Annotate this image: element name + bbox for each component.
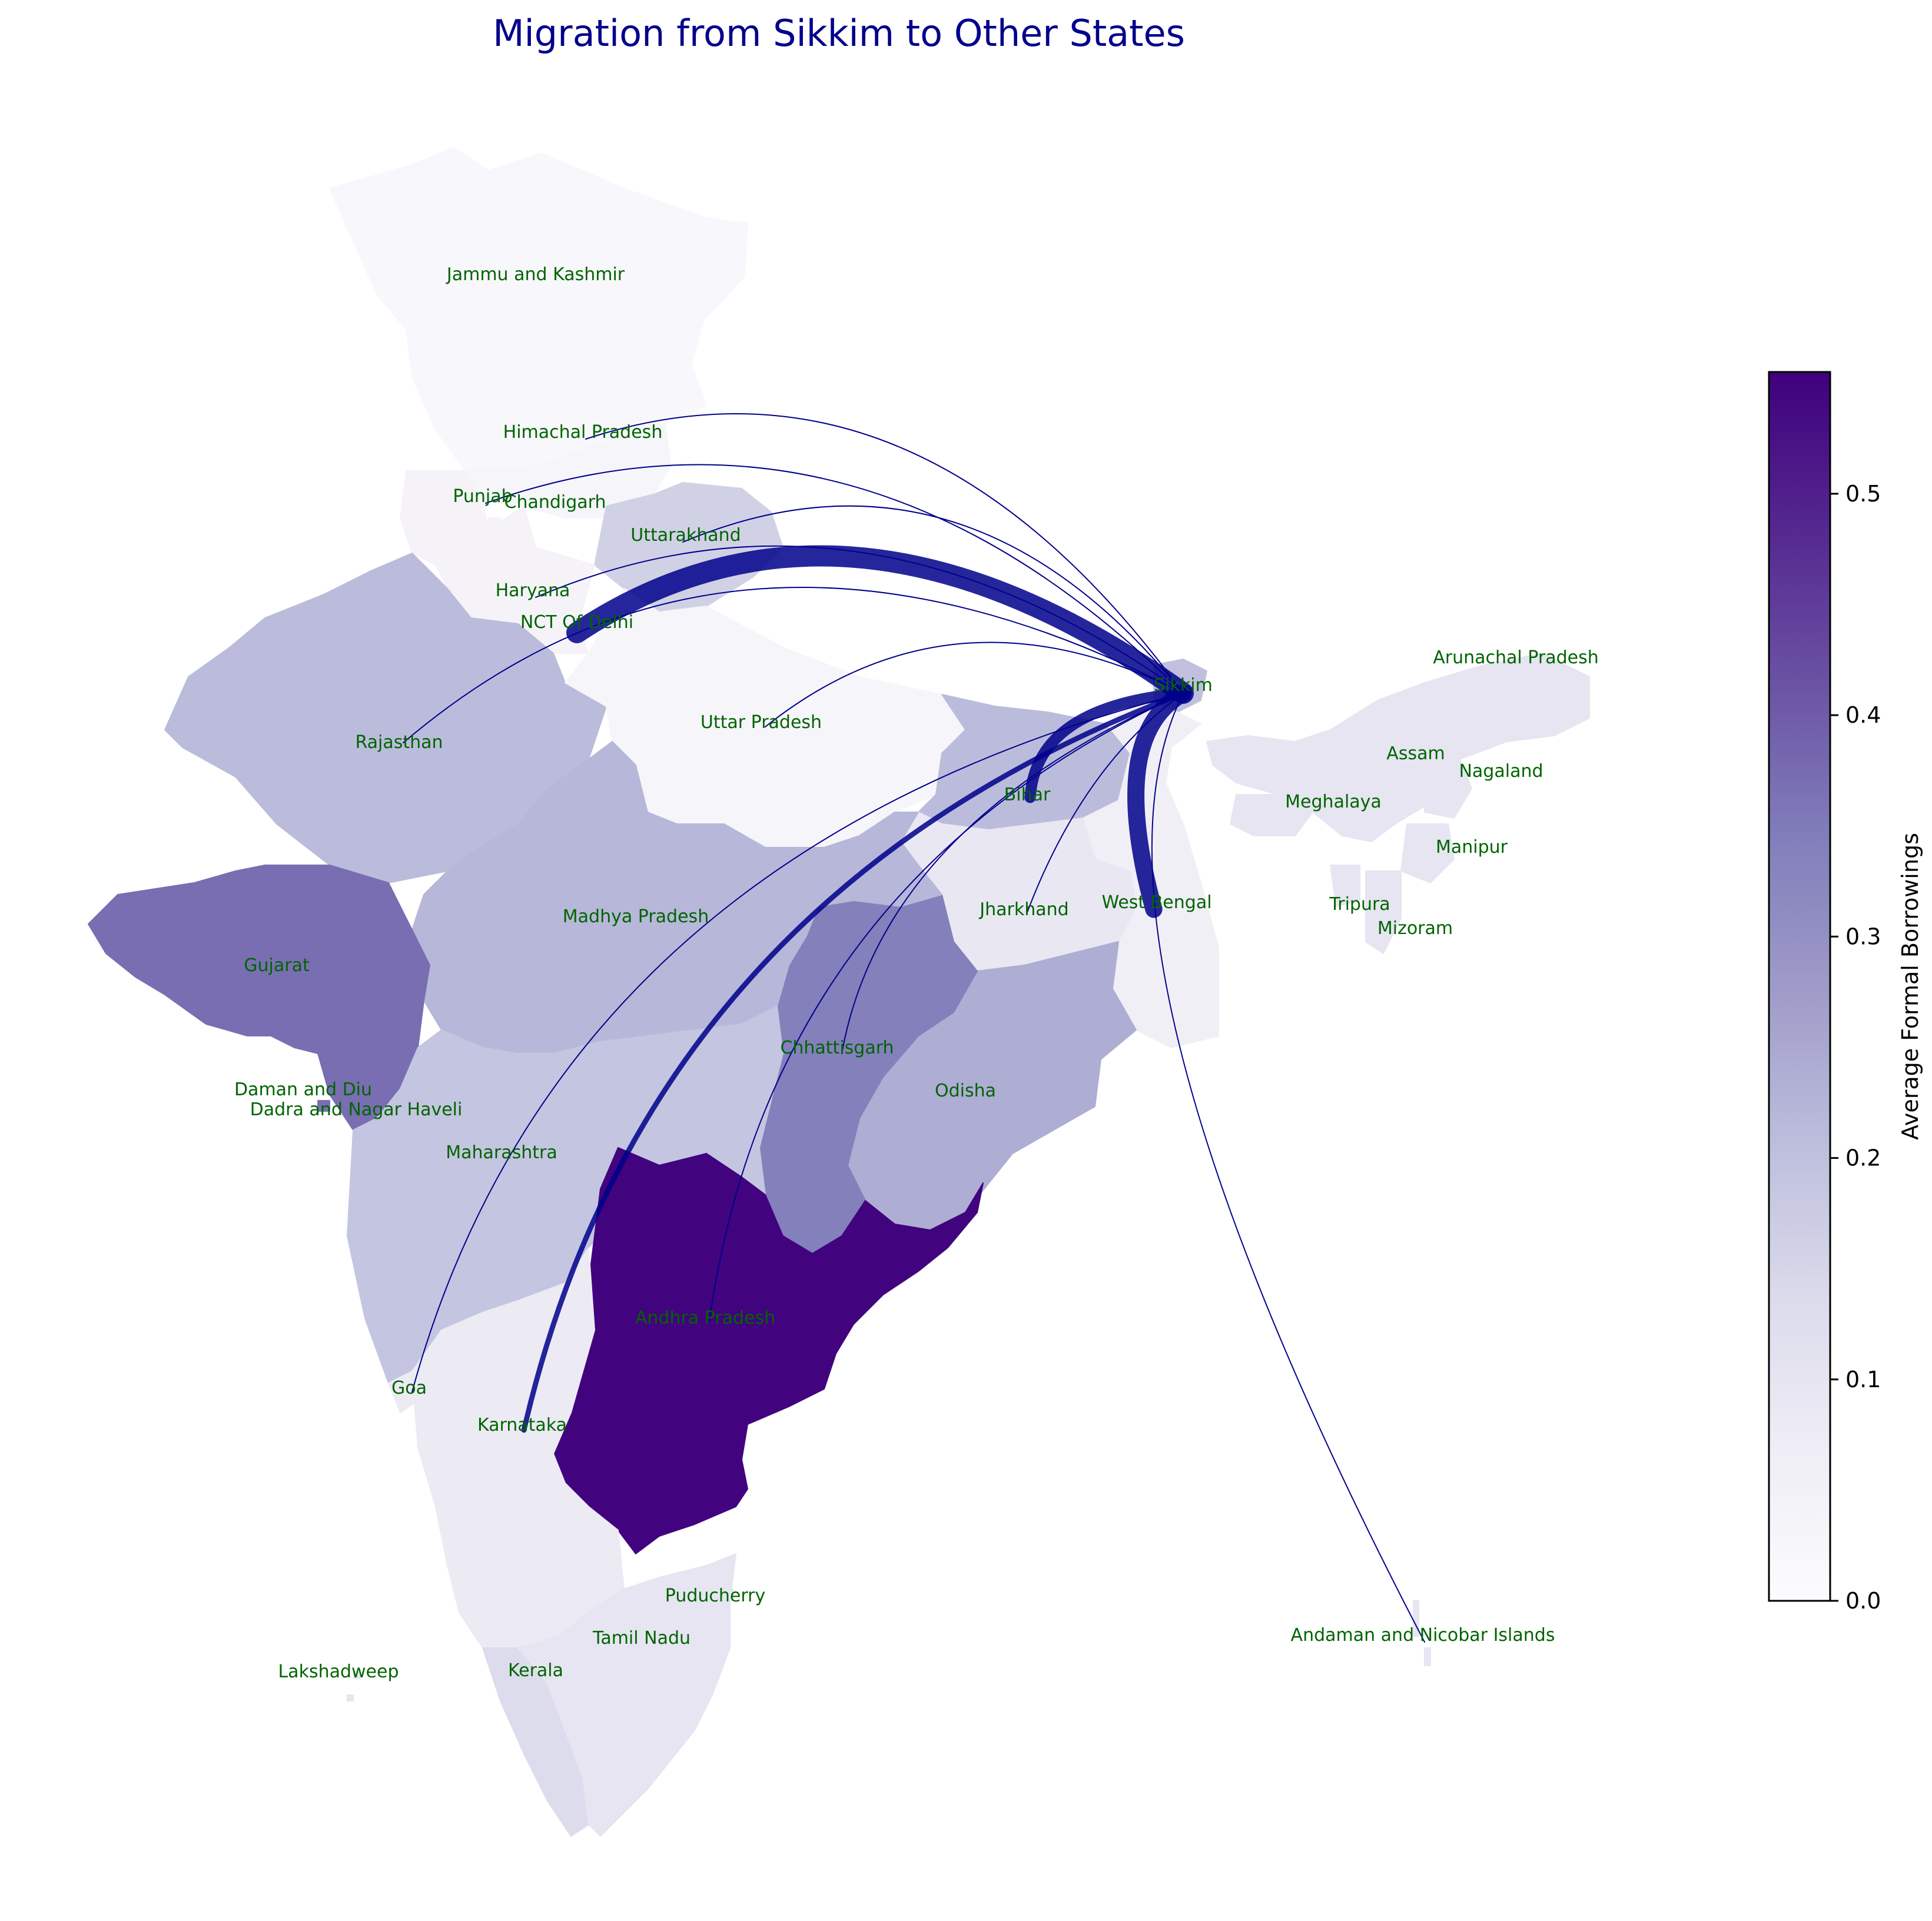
state-label-goa: Goa	[391, 1378, 427, 1398]
state-label-nagaland: Nagaland	[1459, 761, 1543, 782]
flow-line-uttar-pradesh	[765, 642, 1184, 727]
state-label-lakshadweep: Lakshadweep	[278, 1661, 399, 1682]
state-region-arunachal-pradesh	[1330, 653, 1590, 760]
state-label-karnataka: Karnataka	[477, 1415, 567, 1435]
state-label-haryana: Haryana	[496, 580, 570, 601]
state-region-mizoram	[1365, 870, 1402, 954]
colorbar: 0.0 0.1 0.2 0.3 0.4 0.5 Average Formal Borrow…	[1768, 371, 1923, 1614]
flow-line-andaman-and-nicobar-islands	[1151, 693, 1425, 1643]
migration-flows	[403, 413, 1425, 1643]
state-label-maharashtra: Maharashtra	[446, 1142, 557, 1163]
state-label-mizoram: Mizoram	[1377, 918, 1453, 939]
state-label-jharkhand: Jharkhand	[978, 899, 1068, 920]
state-region-puducherry	[721, 1588, 733, 1601]
flow-line-goa	[411, 693, 1184, 1392]
state-label-kerala: Kerala	[508, 1660, 563, 1681]
state-region-tripura	[1330, 865, 1360, 907]
colorbar-gradient	[1768, 371, 1831, 1602]
colorbar-label: Average Formal Borrowings	[1897, 833, 1923, 1140]
state-label-punjab: Punjab	[453, 486, 512, 507]
state-regions	[88, 147, 1590, 1837]
state-label-chhattisgarh: Chhattisgarh	[780, 1038, 894, 1058]
flow-line-jharkhand	[1027, 693, 1184, 913]
flow-line-karnataka	[521, 690, 1186, 1433]
state-label-chandigarh: Chandigarh	[504, 492, 606, 513]
flow-line-himachal-pradesh	[585, 413, 1184, 694]
flow-line-andhra-pradesh	[709, 693, 1184, 1322]
state-label-rajasthan: Rajasthan	[355, 732, 443, 753]
flow-line-chhattisgarh	[841, 693, 1184, 1054]
state-label-tamil-nadu: Tamil Nadu	[592, 1628, 691, 1649]
state-region-tamil-nadu	[517, 1553, 736, 1837]
flow-line-uttarakhand	[682, 505, 1184, 694]
state-region-assam	[1206, 729, 1460, 842]
state-label-arunachal-pradesh: Arunachal Pradesh	[1433, 647, 1598, 668]
flow-line-rajasthan	[403, 587, 1184, 743]
state-region-andaman-and-nicobar-islands	[1413, 1600, 1431, 1666]
state-region-lakshadweep	[347, 1671, 361, 1701]
state-label-himachal-pradesh: Himachal Pradesh	[503, 422, 663, 443]
state-label-uttarakhand: Uttarakhand	[630, 525, 741, 546]
state-label-tripura: Tripura	[1329, 894, 1390, 915]
state-label-andhra-pradesh: Andhra Pradesh	[635, 1308, 775, 1328]
colorbar-tick-label: 0.1	[1845, 1367, 1881, 1392]
flow-line-punjab	[485, 464, 1184, 694]
state-region-karnataka	[411, 1247, 625, 1649]
map-title: Migration from Sikkim to Other States	[493, 12, 1185, 55]
colorbar-ticks: 0.0 0.1 0.2 0.3 0.4 0.5	[1830, 481, 1881, 1614]
state-label-bihar: Bihar	[1004, 785, 1051, 805]
state-label-madhya-pradesh: Madhya Pradesh	[563, 906, 709, 927]
state-label-meghalaya: Meghalaya	[1285, 792, 1382, 812]
state-label-uttar-pradesh: Uttar Pradesh	[701, 712, 822, 733]
state-label-assam: Assam	[1386, 743, 1445, 764]
colorbar-tick-label: 0.4	[1845, 702, 1881, 728]
state-region-manipur	[1400, 823, 1455, 883]
state-label-odisha: Odisha	[935, 1081, 996, 1101]
state-label-gujarat: Gujarat	[244, 955, 310, 976]
state-label-dadra-and-nagar-haveli: Dadra and Nagar Haveli	[250, 1099, 463, 1120]
state-label-jammu-and-kashmir: Jammu and Kashmir	[446, 264, 625, 285]
colorbar-tick-label: 0.5	[1845, 481, 1881, 507]
colorbar-tick-label: 0.2	[1845, 1145, 1881, 1171]
flow-line-haryana	[535, 545, 1184, 694]
state-label-puducherry: Puducherry	[665, 1586, 766, 1606]
colorbar-tick-label: 0.3	[1845, 923, 1881, 949]
state-label-manipur: Manipur	[1436, 837, 1508, 858]
state-label-daman-and-diu: Daman and Diu	[234, 1079, 372, 1100]
state-label-nct-of-delhi: NCT Of Delhi	[520, 612, 633, 633]
state-region-daman-and-diu	[317, 1100, 330, 1112]
state-label-andaman-and-nicobar-islands: Andaman and Nicobar Islands	[1291, 1625, 1555, 1646]
state-label-west-bengal: West Bengal	[1101, 892, 1211, 913]
state-label-sikkim: Sikkim	[1154, 675, 1213, 696]
state-region-goa	[388, 1371, 419, 1413]
colorbar-tick-label: 0.0	[1845, 1588, 1881, 1614]
state-region-jammu-and-kashmir	[329, 147, 748, 471]
